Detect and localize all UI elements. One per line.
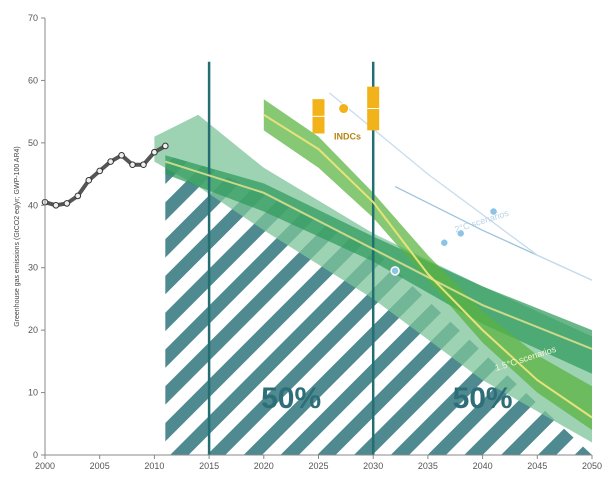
historical-line	[44, 144, 167, 208]
historical-point	[85, 177, 93, 184]
share-label-0: 50%	[261, 382, 321, 415]
y-tick-label: 20	[28, 325, 38, 335]
series-line-0	[164, 160, 593, 350]
x-tick-label: 2035	[418, 461, 438, 471]
series-line-1	[263, 113, 593, 419]
y-tick-label: 50	[28, 138, 38, 148]
y-axis-label: Greenhouse gas emissions (GtCO2 eq/yr; G…	[14, 146, 21, 327]
historical-point	[63, 200, 71, 207]
scenario-point-3	[390, 266, 400, 276]
scenario-point-0	[439, 237, 450, 248]
y-tick-label: 30	[28, 263, 38, 273]
y-tick-label: 0	[33, 450, 38, 460]
x-tick-label: 2045	[527, 461, 547, 471]
y-tick-label: 70	[28, 13, 38, 23]
x-tick-label: 2020	[254, 461, 274, 471]
indc-label: INDCs	[334, 132, 361, 142]
historical-point	[96, 167, 103, 175]
historical-point	[129, 161, 136, 169]
x-tick-label: 2030	[363, 461, 383, 471]
historical-point	[52, 201, 60, 209]
x-tick-label: 2010	[144, 461, 164, 471]
scenario-band-2	[263, 99, 592, 430]
historical-point	[118, 152, 125, 159]
share-label-1: 50%	[453, 382, 513, 415]
historical-point	[140, 161, 147, 169]
series-line-3	[328, 92, 593, 281]
x-tick-label: 2040	[473, 461, 493, 471]
y-tick-label: 60	[28, 75, 38, 85]
historical-point	[151, 148, 158, 156]
indc-marker-icon	[338, 103, 350, 115]
y-tick-label: 10	[28, 388, 38, 398]
y-tick-label: 40	[28, 200, 38, 210]
historical-point	[74, 192, 82, 200]
x-tick-label: 2025	[308, 461, 328, 471]
historical-point	[107, 158, 114, 165]
x-tick-label: 2000	[35, 461, 55, 471]
scenario-point-2	[488, 206, 499, 217]
historical-point	[162, 142, 169, 150]
x-tick-label: 2015	[199, 461, 219, 471]
x-tick-label: 2005	[90, 461, 110, 471]
x-tick-label: 2050	[582, 461, 602, 471]
scenario-point-1	[455, 228, 466, 239]
